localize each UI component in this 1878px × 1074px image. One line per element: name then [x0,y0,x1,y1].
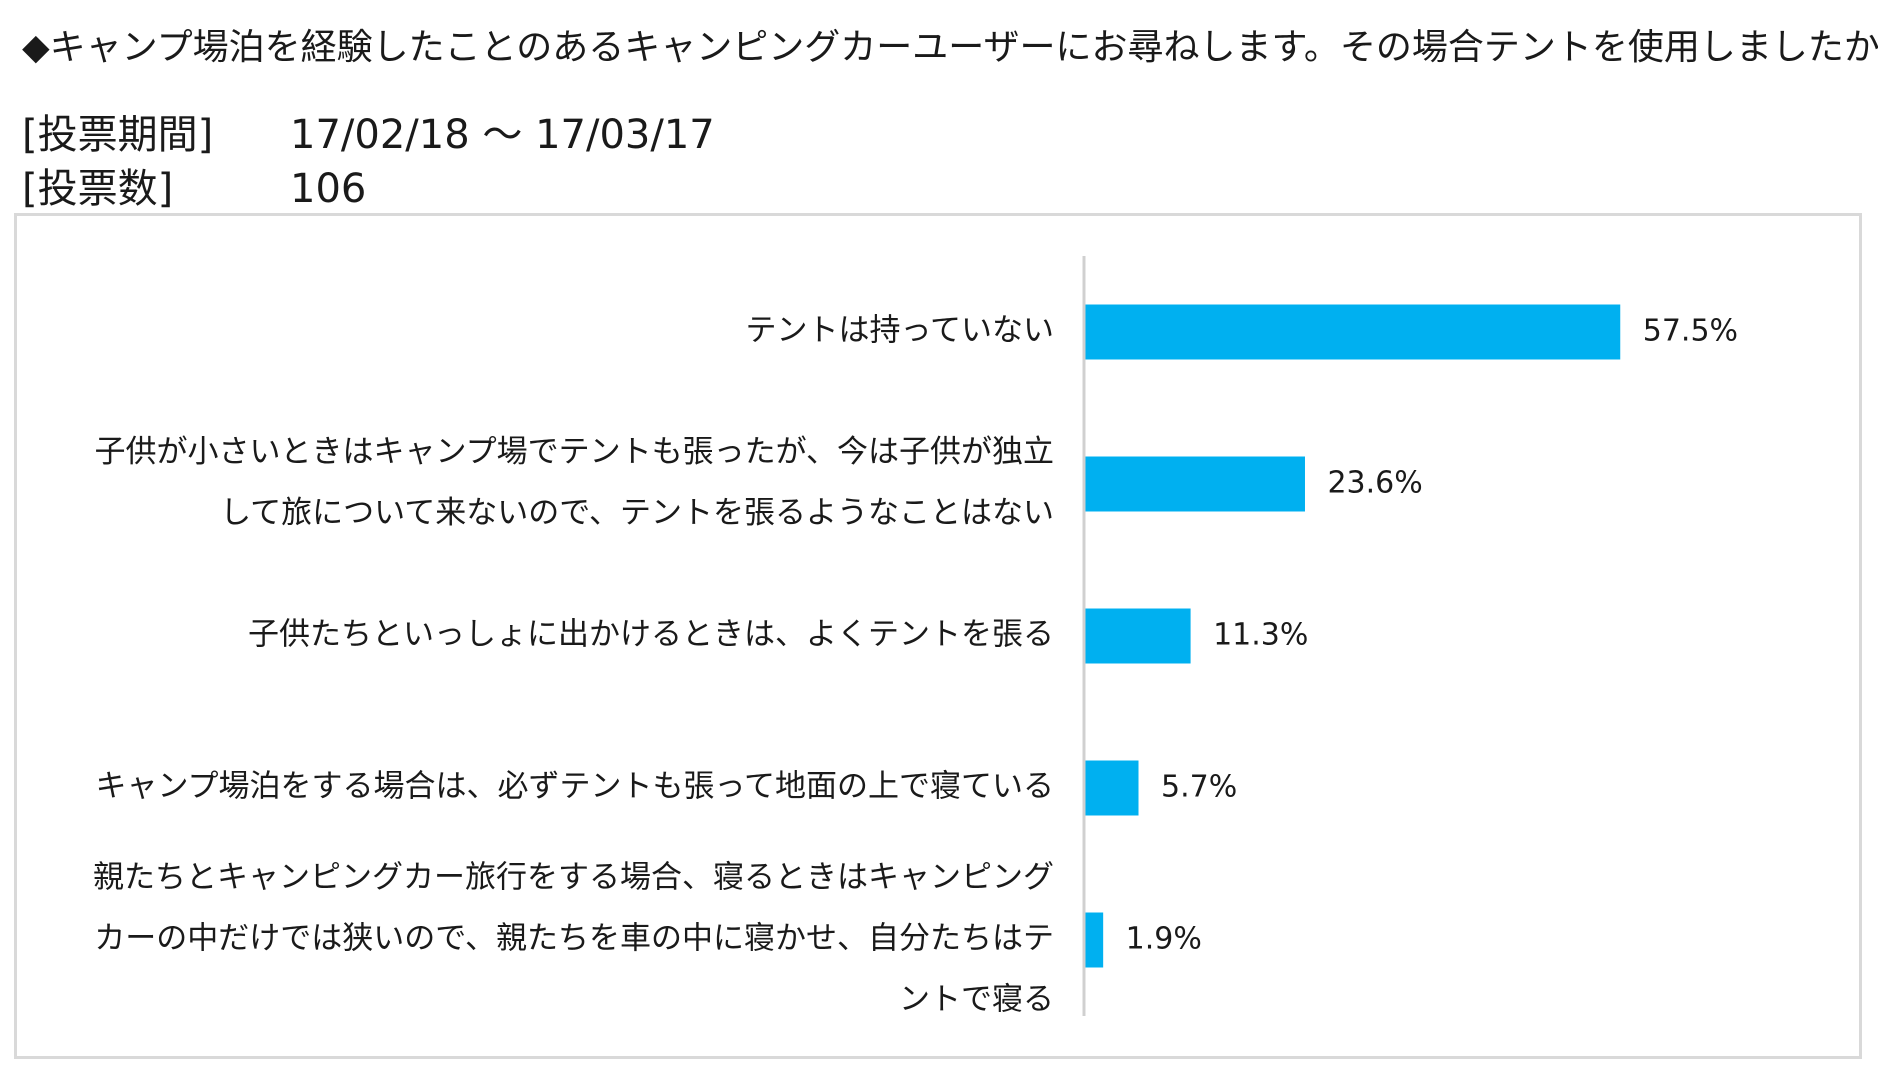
bar-1 [1085,304,1621,360]
bar-2 [1085,456,1305,512]
vote-count-value: 106 [290,166,367,212]
category-label-2-line-1: 子供が小さいときはキャンプ場でテントも張ったが、今は子供が独立 [95,434,1054,470]
chart-frame: 57.5% テントは持っていない 23.6% 子供が小さいときはキャンプ場でテントも張… [14,213,1862,1059]
vote-count: [投票数] 106 [22,156,366,214]
category-label-5-line-3: ントで寝る [899,982,1054,1018]
value-label-2: 23.6% [1327,466,1422,501]
category-label-2-line-2: して旅について来ないので、テントを張るようなことはない [220,495,1054,531]
bar-5 [1085,912,1104,968]
category-label-4-line-1: キャンプ場泊をする場合は、必ずテントも張って地面の上で寝ている [95,769,1054,805]
category-label-5-line-1: 親たちとキャンピングカー旅行をする場合、寝るときはキャンピング [93,860,1054,896]
bar-3 [1085,608,1191,664]
voting-period-label: [投票期間] [22,112,214,158]
category-label-1-line-1: テントは持っていない [746,313,1054,349]
category-label-3-line-1: 子供たちといっしょに出かけるときは、よくテントを張る [248,617,1054,653]
bar-chart: 57.5% テントは持っていない 23.6% 子供が小さいときはキャンプ場でテントも張… [93,256,1738,1018]
voting-period: [投票期間] 17/02/18 ～ 17/03/17 [22,102,715,160]
survey-question: ◆キャンプ場泊を経験したことのあるキャンピングカーユーザーにお尋ねします。その場… [22,27,1878,68]
value-label-1: 57.5% [1643,314,1738,349]
value-label-3: 11.3% [1213,618,1308,653]
bar-4 [1085,760,1139,816]
vote-count-label: [投票数] [22,166,174,212]
category-label-5-line-2: カーの中だけでは狭いので、親たちを車の中に寝かせ、自分たちはテ [94,921,1054,957]
value-label-4: 5.7% [1161,770,1237,805]
voting-period-value: 17/02/18 ～ 17/03/17 [290,112,715,158]
value-label-5: 1.9% [1126,922,1202,957]
